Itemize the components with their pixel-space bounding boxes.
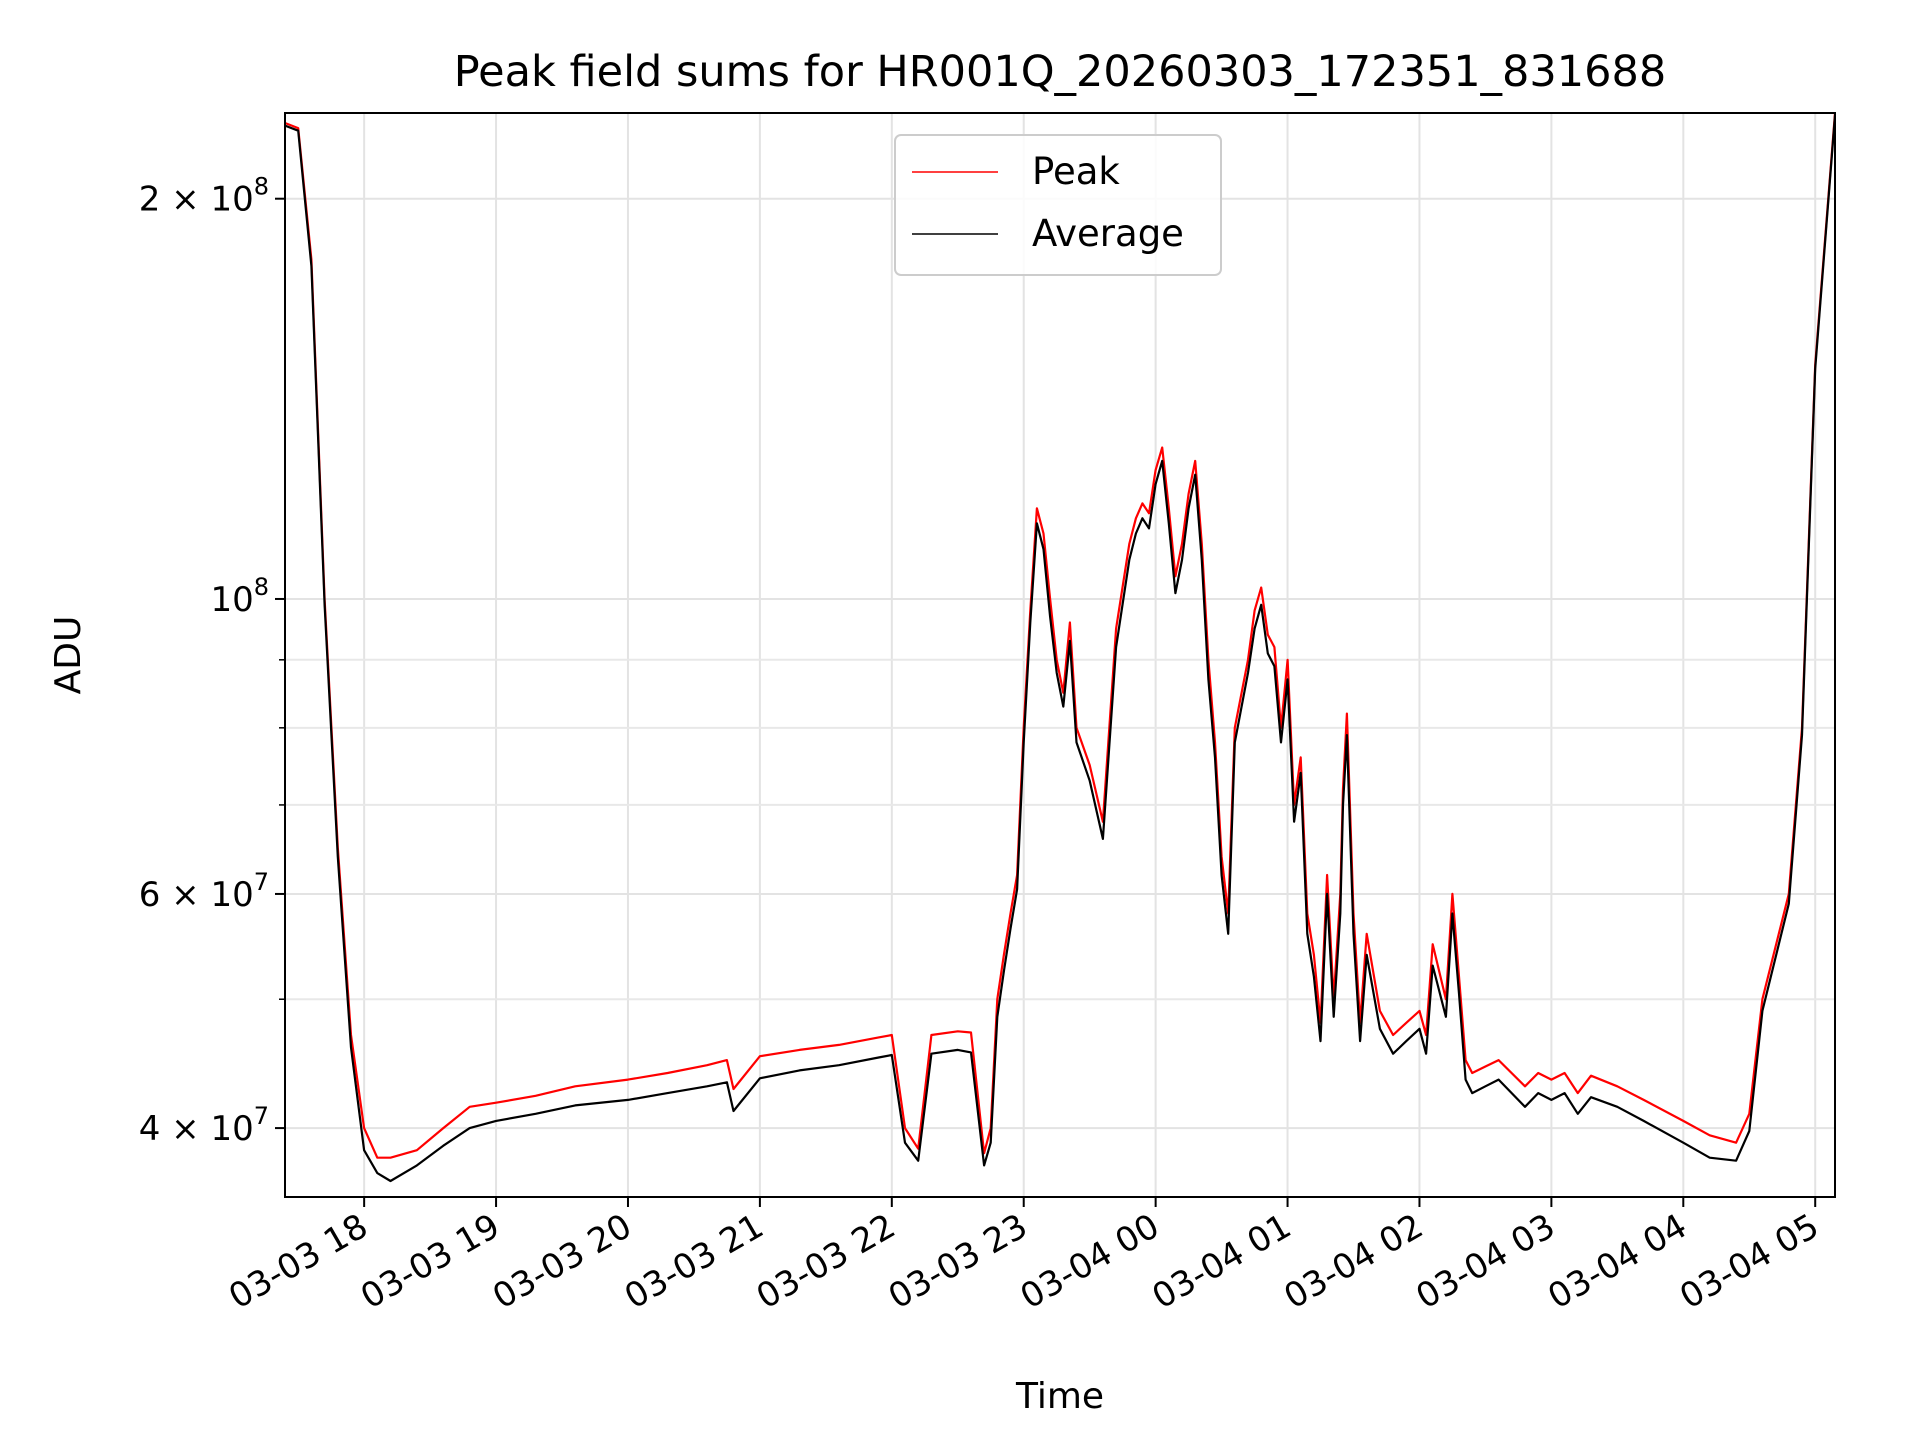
legend-box <box>894 134 1222 276</box>
plot-frame <box>284 112 1836 1198</box>
series-line-peak <box>285 113 1835 1159</box>
y-tick-label: 2 × 108 <box>139 173 269 220</box>
series-layer <box>285 113 1835 1183</box>
legend-label-peak: Peak <box>1032 150 1120 193</box>
grid <box>285 113 1835 1197</box>
legend: Peak Average <box>894 134 1222 276</box>
y-tick-label: 6 × 107 <box>139 868 269 915</box>
y-tick-label-base: 6 × 10 <box>139 875 254 915</box>
y-tick-label: 108 <box>210 573 269 620</box>
legend-label-average: Average <box>1032 212 1184 255</box>
series-line-average <box>285 115 1835 1183</box>
chart-title: Peak field sums for HR001Q_20260303_1723… <box>454 47 1666 97</box>
y-tick-label-base: 4 × 10 <box>139 1109 254 1149</box>
y-tick-label-exponent: 8 <box>254 573 269 601</box>
y-axis-title: ADU <box>48 616 89 695</box>
y-tick-label-exponent: 7 <box>254 1102 269 1130</box>
y-tick-label: 4 × 107 <box>139 1102 269 1149</box>
plot-area <box>285 113 1835 1197</box>
y-tick-label-base: 10 <box>210 580 253 620</box>
y-tick-label-exponent: 8 <box>254 173 269 201</box>
y-tick-label-base: 2 × 10 <box>139 180 254 220</box>
y-tick-label-exponent: 7 <box>254 868 269 896</box>
x-axis-title: Time <box>1015 1376 1104 1417</box>
